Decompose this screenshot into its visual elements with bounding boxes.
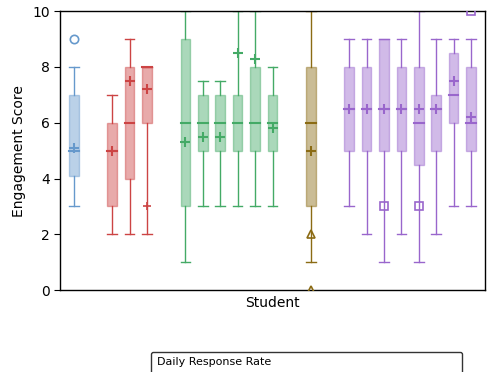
- Bar: [379, 39, 389, 151]
- Bar: [344, 67, 354, 151]
- Bar: [69, 95, 78, 176]
- Bar: [142, 67, 152, 123]
- Bar: [108, 123, 117, 206]
- Bar: [362, 67, 372, 151]
- Bar: [125, 67, 134, 179]
- Bar: [180, 39, 190, 206]
- Bar: [306, 67, 316, 206]
- Bar: [268, 95, 278, 151]
- Bar: [432, 95, 441, 151]
- Bar: [466, 67, 476, 151]
- Y-axis label: Engagement Score: Engagement Score: [12, 85, 26, 217]
- Bar: [233, 95, 242, 151]
- Legend: Very Low, Low, Moderate, High, Very High: Very Low, Low, Moderate, High, Very High: [152, 352, 462, 372]
- Bar: [449, 53, 458, 123]
- X-axis label: Student: Student: [245, 296, 300, 310]
- Bar: [198, 95, 207, 151]
- Bar: [396, 67, 406, 151]
- Bar: [414, 67, 424, 164]
- Bar: [216, 95, 225, 151]
- Bar: [250, 67, 260, 151]
